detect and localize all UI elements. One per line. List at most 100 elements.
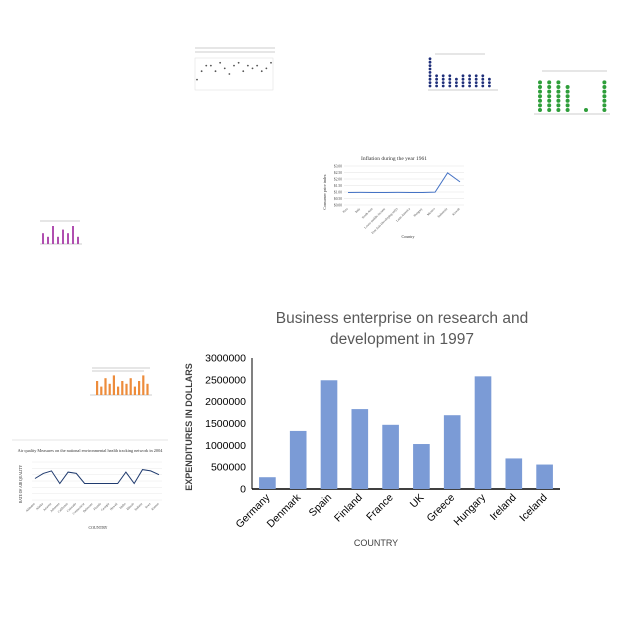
x-tick-label: Iceland: [517, 492, 550, 525]
bar: [146, 383, 149, 395]
dot-marker: [547, 108, 552, 112]
dot-thumbnail-navy: [410, 50, 500, 98]
x-tick-label: Hungary: [452, 491, 489, 528]
scatter-point: [196, 78, 198, 81]
dot-marker: [556, 94, 561, 99]
dot-marker: [565, 89, 570, 94]
bar-ireland: [505, 458, 523, 489]
y-tick-label: $2.00: [334, 177, 342, 181]
dot-marker: [474, 77, 478, 81]
scatter-point: [260, 70, 263, 73]
dot-marker: [461, 84, 465, 88]
dot-marker: [428, 81, 432, 84]
x-tick-label: UK: [408, 492, 427, 511]
airquality-thumbnail-xlabel: COUNTRY: [88, 525, 107, 530]
bar: [138, 381, 141, 395]
x-tick-label: Iowa: [144, 501, 152, 509]
bar: [121, 381, 124, 395]
dot-marker: [448, 74, 452, 78]
main-bar-chart: Business enterprise on research and deve…: [180, 300, 580, 560]
dot-marker: [556, 85, 561, 89]
scatter-point: [205, 64, 208, 67]
x-tick-label: Arkansas: [49, 501, 61, 513]
bar: [67, 233, 69, 244]
y-tick-label: $2.50: [334, 171, 342, 175]
bar-germany: [259, 477, 276, 489]
dot-marker: [565, 108, 570, 112]
airquality-thumbnail-svg: Air quality Measures on the national env…: [12, 439, 168, 530]
dot-marker: [428, 60, 432, 64]
dot-marker: [538, 89, 542, 94]
dot-marker: [441, 81, 445, 84]
dot-thumbnail-green: [522, 68, 612, 120]
dot-marker: [602, 94, 607, 99]
inflation-thumbnail-svg: Inflation during the year 1961 Consumer …: [322, 155, 464, 239]
main-bar-chart-svg: Business enterprise on research and deve…: [184, 310, 560, 548]
dot-marker: [448, 81, 452, 84]
scatter-point: [251, 67, 254, 70]
inflation-thumbnail-xlabel: Country: [401, 234, 414, 239]
x-tick-label: Kansas: [150, 501, 160, 511]
x-tick-label: Idaho: [119, 502, 127, 510]
dot-marker: [602, 98, 607, 103]
dot-marker: [474, 74, 478, 78]
y-tick-label: $1.00: [334, 190, 342, 194]
y-tick-label: 0: [240, 484, 246, 496]
scatter-point: [270, 61, 272, 64]
chart-title-line2: development in 1997: [330, 331, 474, 348]
bar: [42, 233, 44, 244]
dot-marker: [556, 80, 561, 85]
dot-marker: [565, 103, 570, 108]
dot-marker: [602, 89, 607, 94]
scatter-point: [219, 61, 222, 64]
x-tick-label: Arizona: [42, 501, 53, 512]
dot-marker: [538, 103, 542, 108]
bar-denmark: [289, 430, 307, 489]
scatter-point: [237, 61, 240, 64]
dot-marker: [455, 81, 458, 84]
inflation-thumbnail-title: Inflation during the year 1961: [361, 155, 427, 162]
scatter-point: [200, 70, 203, 73]
dot-marker: [547, 89, 552, 94]
dot-marker: [547, 98, 552, 103]
dot-marker: [455, 84, 458, 88]
bar: [72, 226, 74, 244]
x-tick-label: Florida: [92, 501, 102, 511]
airquality-thumbnail-ylabel: RATE OF AIR QUALITY: [19, 464, 23, 503]
bar: [108, 383, 111, 395]
dot-marker: [468, 81, 471, 84]
series-line: [347, 172, 461, 193]
bar-thumbnail-orange-svg: [90, 367, 152, 396]
scatter-point: [242, 70, 245, 73]
dot-marker: [602, 108, 607, 112]
bar-greece: [443, 415, 461, 489]
dot-marker: [428, 64, 432, 67]
y-tick-label: 1500000: [205, 418, 246, 430]
dot-marker: [547, 103, 552, 108]
x-tick-label: Indonesia: [437, 206, 449, 218]
dot-marker: [481, 81, 485, 84]
y-tick-label: 2000000: [205, 396, 246, 408]
dot-marker: [461, 77, 465, 81]
scatter-thumbnail-1: [183, 40, 278, 100]
dot-thumbnail-navy-svg: [428, 53, 498, 91]
dot-marker: [468, 74, 471, 78]
dot-marker: [435, 81, 438, 84]
x-tick-label: Illinois: [126, 501, 136, 511]
x-tick-label: Georgia: [100, 501, 110, 511]
dot-marker: [547, 80, 552, 85]
dot-marker: [481, 74, 485, 78]
scatter-point: [223, 67, 226, 70]
dot-marker: [428, 77, 432, 81]
bar-iceland: [536, 464, 553, 489]
x-tick-label: Peru: [342, 207, 349, 214]
dot-marker: [602, 80, 607, 85]
y-tick-label: 1000000: [205, 440, 246, 452]
dot-marker: [435, 84, 438, 88]
dot-marker: [468, 77, 471, 81]
bar-france: [382, 424, 399, 489]
x-axis-label: COUNTRY: [354, 538, 398, 548]
dot-marker: [556, 98, 561, 103]
x-tick-label: Finland: [332, 492, 365, 525]
dot-marker: [461, 81, 465, 84]
